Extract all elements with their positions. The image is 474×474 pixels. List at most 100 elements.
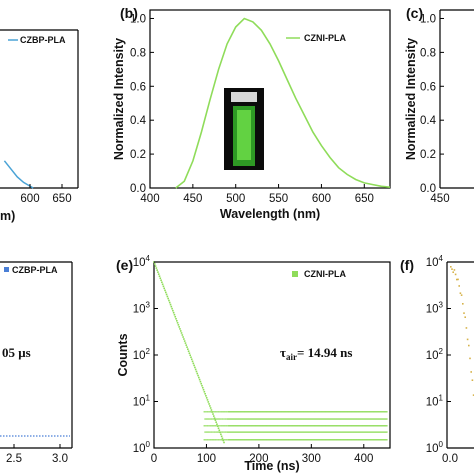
panel-e-data-point bbox=[176, 319, 178, 322]
panel-e-data-point bbox=[214, 425, 217, 427]
panel-e-data-point bbox=[220, 439, 223, 441]
panel-e-data-point bbox=[214, 411, 217, 413]
panel-e-data-point bbox=[216, 431, 219, 433]
panel-e-data-point bbox=[205, 439, 207, 441]
panel-f-data-point bbox=[456, 278, 458, 281]
panel-e-data-point bbox=[225, 425, 228, 427]
panel-f-data-point bbox=[463, 312, 465, 314]
panel-e-data-point bbox=[158, 275, 161, 277]
panel-e-data-point bbox=[217, 427, 220, 430]
panel-f-data-point bbox=[472, 394, 474, 396]
panel-b-label: (b) bbox=[120, 5, 138, 21]
panel-e-yticks: 100 101 102 103 104 bbox=[133, 254, 158, 455]
panel-e-data-point bbox=[212, 425, 215, 427]
panel-e-data-point bbox=[185, 344, 188, 346]
panel-e-data-point bbox=[163, 287, 166, 290]
panel-e-data-point bbox=[208, 403, 210, 405]
panel-f-yticks: 100 101 102 103 104 bbox=[426, 254, 451, 455]
panel-e-data-point bbox=[194, 366, 196, 369]
panel-e-data-point bbox=[205, 425, 207, 427]
panel-e-legend-marker bbox=[292, 271, 298, 277]
panel-e-data-point bbox=[209, 418, 211, 420]
panel-c-ylabel: Normalized Intensity bbox=[404, 38, 418, 160]
panel-e-data-point bbox=[195, 370, 198, 373]
panel-c-ytick-label: 1.0 bbox=[420, 13, 436, 25]
panel-e-data-point bbox=[215, 418, 217, 420]
panel-e-data-point bbox=[222, 439, 225, 442]
panel-b-xtick-label: 550 bbox=[269, 193, 288, 205]
panel-e-data-point bbox=[191, 360, 194, 363]
panel-b-xlabel: Wavelength (nm) bbox=[220, 207, 320, 221]
panel-f-ytick-label: 101 bbox=[426, 394, 444, 409]
panel-c-ytick-label: 0.4 bbox=[420, 115, 437, 127]
panel-e-ytick-label: 101 bbox=[133, 394, 151, 409]
panel-e-data-point bbox=[168, 301, 171, 304]
panel-d-annotation: 05 μs bbox=[2, 345, 31, 360]
panel-b-xtick-label: 600 bbox=[312, 193, 331, 205]
panel-e-data-point bbox=[155, 267, 158, 269]
panel-e-data-point bbox=[207, 401, 210, 403]
panel-e-data-point bbox=[217, 411, 220, 413]
panel-e-data-point bbox=[194, 368, 197, 371]
panel-f-data-point bbox=[460, 294, 463, 296]
panel-f-data-point bbox=[453, 269, 456, 271]
panel-e-data-point bbox=[212, 418, 214, 420]
panel-e-data-point bbox=[219, 411, 221, 413]
panel-f-data-point bbox=[471, 379, 474, 381]
panel-e-xtick-label: 400 bbox=[354, 453, 373, 465]
panel-b-xtick-label: 500 bbox=[226, 193, 245, 205]
panel-c-ytick-label: 0.2 bbox=[420, 149, 436, 161]
panel-e-data-point bbox=[209, 407, 212, 409]
panel-e-data-point bbox=[192, 362, 195, 365]
panel-a-xtick-label: 650 bbox=[52, 193, 71, 205]
panel-f-data-point bbox=[466, 338, 469, 341]
panel-e-data-point bbox=[161, 283, 164, 286]
panel-e-data-point bbox=[213, 418, 216, 420]
panel-f-data-point bbox=[452, 271, 454, 273]
panel-e-data-point bbox=[205, 395, 207, 397]
panel-e-data-point bbox=[220, 418, 222, 420]
panel-e-data-point bbox=[211, 439, 214, 441]
panel-e-data-point bbox=[187, 348, 189, 350]
panel-e-data-point bbox=[217, 425, 220, 427]
panel-e-label: (e) bbox=[116, 257, 133, 273]
panel-e-data-point bbox=[215, 431, 217, 433]
panel-e-data-point bbox=[209, 431, 211, 433]
panel-a-xtick-label: 600 bbox=[20, 193, 39, 205]
panel-e-data-point bbox=[219, 439, 221, 441]
panel-e-data-point bbox=[210, 431, 213, 433]
panel-b-ytick-label: 0.8 bbox=[130, 47, 146, 59]
panel-e-data-point bbox=[205, 418, 208, 420]
panel-e-data-point bbox=[174, 315, 177, 318]
panel-b-ytick-label: 1.0 bbox=[130, 13, 146, 25]
panel-f-ytick-label: 102 bbox=[426, 347, 444, 362]
panel-f-ytick-label: 103 bbox=[426, 301, 444, 316]
panel-a: CZBP-PLA 600 650 m) bbox=[0, 29, 79, 223]
panel-e-data-point bbox=[165, 293, 168, 296]
panel-e-data-point bbox=[203, 439, 206, 441]
panel-e-data-point bbox=[220, 433, 222, 436]
panel-e-data-point bbox=[209, 411, 212, 413]
panel-e-data-point bbox=[177, 324, 180, 326]
panel-e-data-point bbox=[213, 417, 216, 419]
panel-e-data-point bbox=[214, 419, 217, 421]
panel-e-data-point bbox=[386, 411, 388, 413]
panel-f-xtick-label: 0.0 bbox=[442, 453, 458, 465]
panel-e-data-point bbox=[197, 374, 199, 377]
panel-e-data-point bbox=[213, 431, 216, 433]
panel-e-data-point bbox=[218, 418, 221, 420]
panel-e-data-point bbox=[209, 425, 212, 427]
panel-e-data-point bbox=[206, 399, 209, 401]
panel-e-data-point bbox=[214, 439, 217, 441]
panel-e-ytick-label: 104 bbox=[133, 254, 151, 269]
panel-e-data-point bbox=[172, 309, 174, 312]
panel-e-data-point bbox=[157, 273, 160, 275]
panel-b-xtick-label: 400 bbox=[140, 193, 159, 205]
panel-e-data-point bbox=[223, 441, 225, 444]
panel-f-data-point bbox=[462, 303, 464, 305]
panel-e-data-point bbox=[204, 431, 206, 433]
panel-e-data-point bbox=[168, 299, 170, 302]
panel-b-ytick-label: 0.4 bbox=[130, 115, 147, 127]
panel-e-data-point bbox=[212, 413, 214, 415]
panel-f-data-point bbox=[464, 316, 466, 318]
